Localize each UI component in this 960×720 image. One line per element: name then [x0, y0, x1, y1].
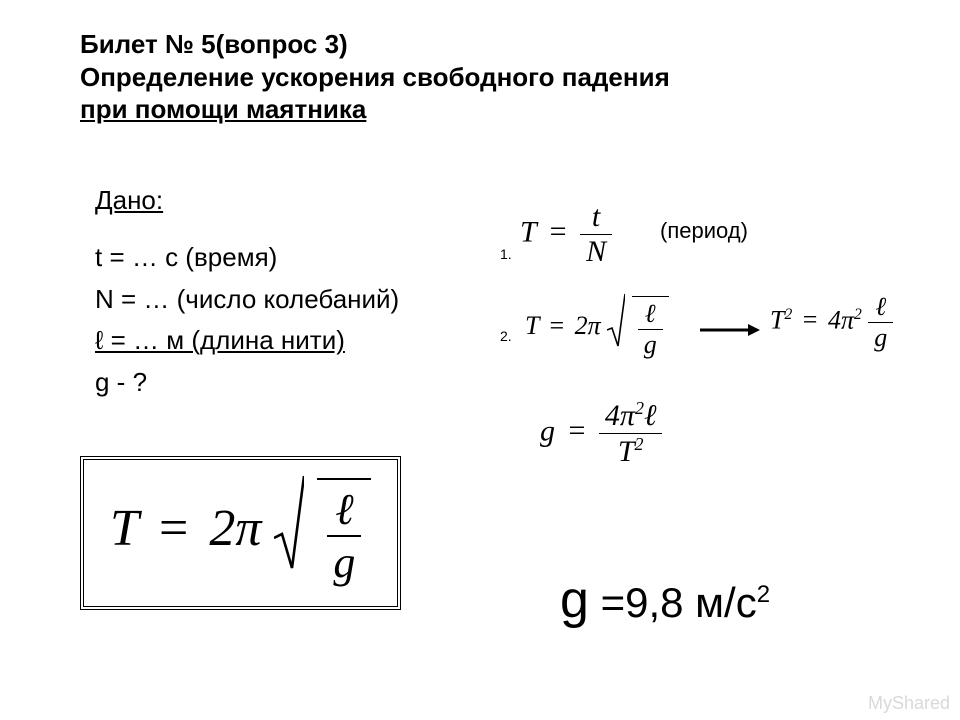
page-header: Билет № 5(вопрос 3) Определение ускорени…: [80, 28, 670, 126]
f3-fraction: 4π2ℓ T2: [599, 398, 663, 469]
result-sup: 2: [757, 581, 770, 608]
result-eq: =9,8 м/с: [589, 579, 757, 626]
given-l: ℓ = … м (длина нити): [95, 320, 399, 362]
step-2-number: 2.: [500, 328, 512, 344]
f2b-top: ℓ: [868, 292, 893, 323]
f2-bot: g: [638, 330, 663, 360]
boxed-top: ℓ: [327, 484, 361, 537]
boxed-sqrt: ℓ g: [274, 478, 371, 588]
f1-lhs: T: [520, 215, 536, 248]
boxed-eq: =: [151, 500, 196, 557]
formula-period: T = t N: [520, 200, 612, 269]
header-line-2: Определение ускорения свободного падения: [80, 61, 670, 94]
f1-bot: N: [580, 235, 612, 269]
given-g: g - ?: [95, 362, 399, 404]
given-n: N = … (число колебаний): [95, 279, 399, 321]
given-block: Дано: t = … с (время) N = … (число колеб…: [95, 180, 399, 404]
f2b-fraction: ℓ g: [868, 292, 893, 353]
formula-pendulum: T = 2π ℓ g: [525, 296, 669, 360]
f1-top: t: [580, 200, 612, 235]
f2b-bot: g: [868, 323, 893, 353]
f1-fraction: t N: [580, 200, 612, 269]
f2-top: ℓ: [638, 299, 663, 330]
f2b-coef: 4π: [828, 305, 854, 334]
f3-bot: T2: [599, 434, 663, 469]
f2-coef: 2π: [575, 311, 601, 340]
f2b-lhs: T: [770, 305, 784, 334]
boxed-bot: g: [327, 537, 361, 588]
f2b-coef-sup: 2: [854, 306, 862, 323]
formula-g: g = 4π2ℓ T2: [540, 398, 662, 469]
f2-lhs: T: [525, 311, 539, 340]
boxed-coef: 2π: [209, 500, 261, 557]
f3-eq: =: [563, 414, 592, 447]
f2b-eq: =: [799, 305, 822, 334]
formula-pendulum-squared: T2 = 4π2 ℓ g: [770, 292, 893, 353]
arrow-icon: [700, 322, 760, 338]
result-g: g: [560, 571, 589, 629]
boxed-formula: T = 2π ℓ g: [80, 456, 401, 610]
f3-lhs: g: [540, 414, 555, 447]
header-line-1: Билет № 5(вопрос 3): [80, 28, 670, 61]
given-label: Дано:: [95, 180, 399, 222]
f2-eq: =: [546, 311, 569, 340]
period-note: (период): [660, 218, 748, 244]
f2b-sup: 2: [784, 306, 792, 323]
watermark: MyShared: [868, 693, 950, 714]
f3-top: 4π2ℓ: [599, 398, 663, 434]
f2-sqrt: ℓ g: [607, 296, 669, 360]
step-1-number: 1.: [500, 246, 512, 262]
boxed-lhs: T: [110, 500, 138, 557]
header-line-3: при помощи маятника: [80, 93, 670, 126]
result: g =9,8 м/с2: [560, 570, 770, 630]
f1-eq: =: [544, 215, 573, 248]
given-t: t = … с (время): [95, 237, 399, 279]
